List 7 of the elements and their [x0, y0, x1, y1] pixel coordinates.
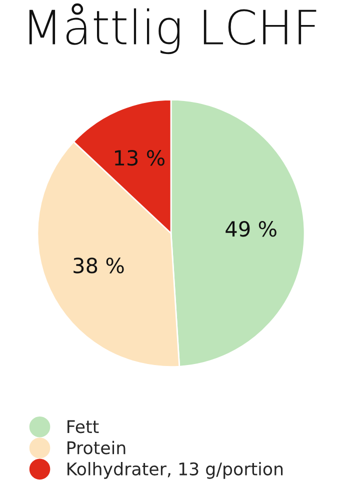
legend-label: Fett — [68, 420, 99, 434]
chart-title: Måttlig LCHF — [29, 3, 316, 54]
data-label: 13 % — [115, 150, 164, 166]
legend-label: Kolhydrater, 13 g/portion — [68, 462, 283, 479]
data-label: 38 % — [74, 258, 124, 274]
data-label: 49 % — [226, 220, 276, 237]
legend-label: Protein — [68, 440, 126, 454]
